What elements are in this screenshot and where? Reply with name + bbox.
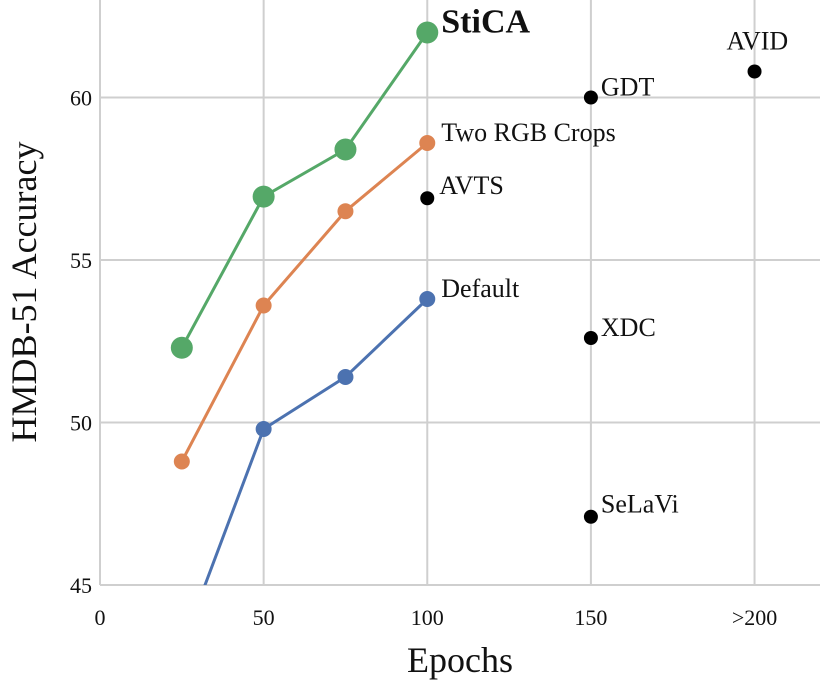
point-label: AVID <box>727 26 789 55</box>
series-label: Two RGB Crops <box>441 118 615 147</box>
data-point <box>170 336 193 359</box>
y-tick-label: 50 <box>70 411 92 436</box>
data-point <box>173 453 190 470</box>
data-point <box>255 297 272 314</box>
data-point <box>420 191 435 206</box>
data-point <box>337 203 354 220</box>
y-tick-label: 60 <box>70 86 92 111</box>
x-tick-label: 100 <box>411 605 444 630</box>
series-line <box>203 297 429 585</box>
plot-area <box>170 21 439 655</box>
data-point <box>334 138 357 161</box>
y-tick-label: 45 <box>70 573 92 598</box>
data-point <box>337 369 354 385</box>
data-point <box>252 185 275 208</box>
x-tick-label: 150 <box>574 605 607 630</box>
data-point <box>416 21 439 44</box>
data-point <box>419 135 436 151</box>
x-tick-label: 0 <box>95 605 106 630</box>
series-line <box>180 141 429 463</box>
data-point <box>583 90 598 105</box>
y-axis-title: HMDB-51 Accuracy <box>4 142 44 443</box>
series-label: Default <box>441 274 520 303</box>
y-tick-label: 55 <box>70 248 92 273</box>
x-axis-title: Epochs <box>407 640 513 680</box>
point-label: AVTS <box>439 171 504 200</box>
data-point <box>583 331 598 345</box>
data-point <box>174 639 190 655</box>
data-point <box>747 64 762 79</box>
x-tick-label: 50 <box>253 605 275 630</box>
point-label: SeLaVi <box>601 490 679 519</box>
x-tick-label: >200 <box>732 605 777 630</box>
point-label: GDT <box>601 72 655 101</box>
data-point <box>583 509 598 524</box>
data-point <box>255 421 272 437</box>
series-line <box>180 31 429 349</box>
data-point <box>419 291 436 307</box>
series-label: StiCA <box>441 3 530 40</box>
point-label: XDC <box>601 313 656 342</box>
